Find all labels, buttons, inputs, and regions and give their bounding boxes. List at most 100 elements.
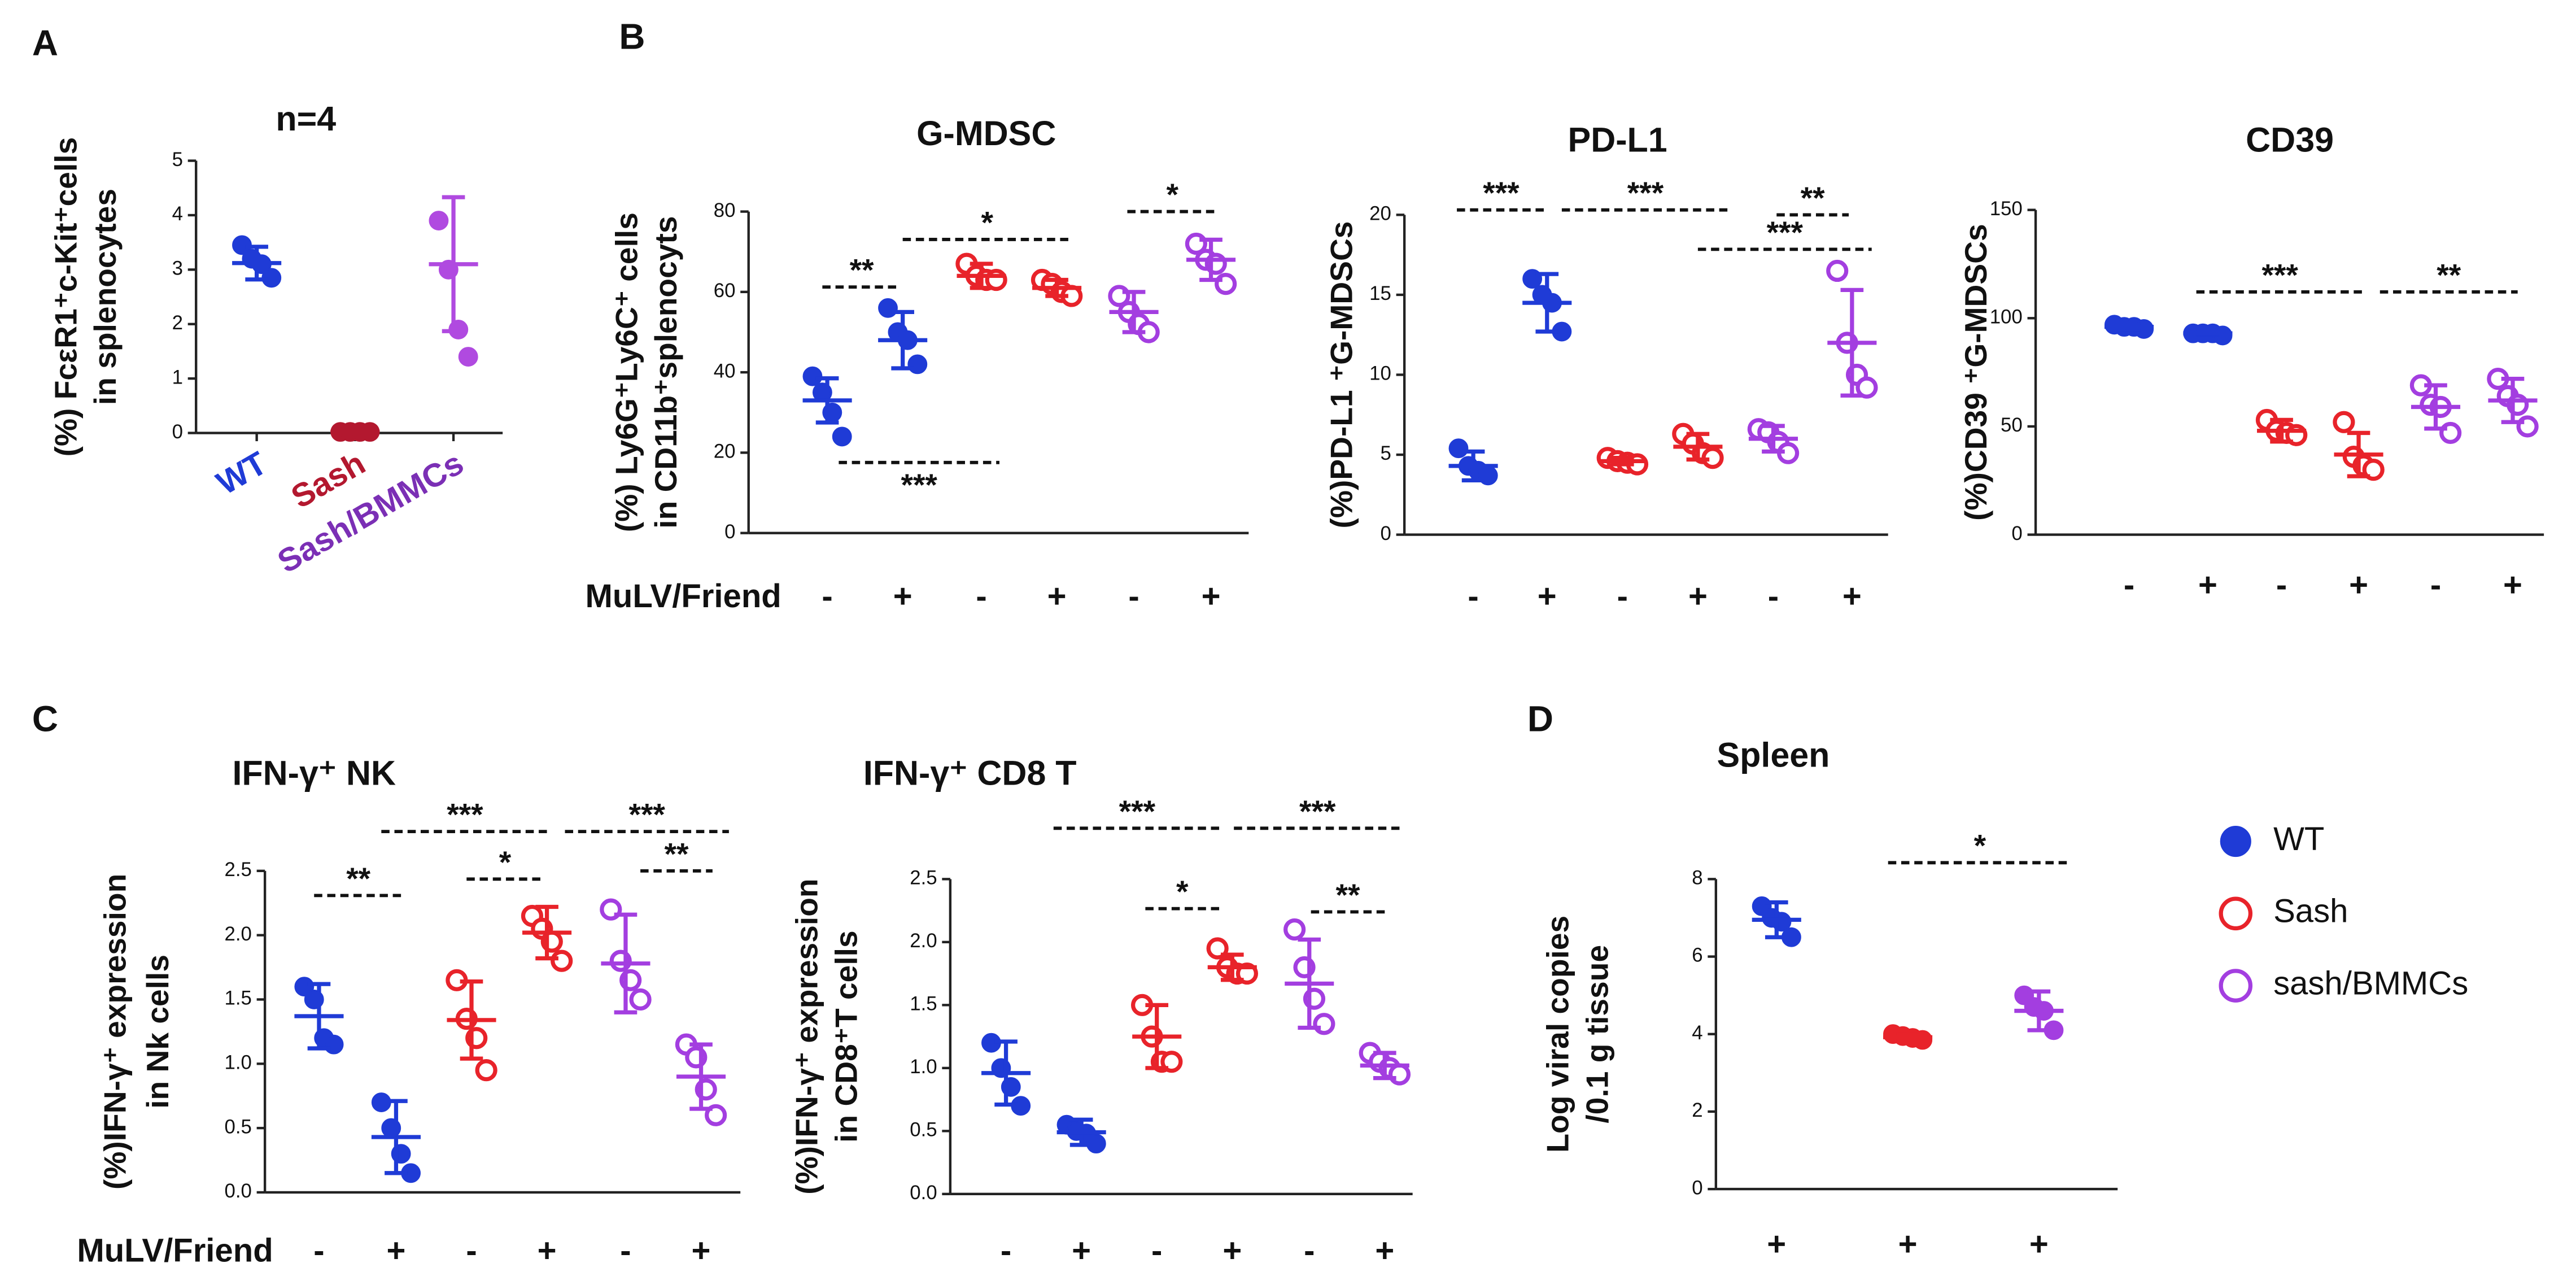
y-tick-label: 40 [714, 360, 736, 382]
significance-label: *** [2261, 257, 2298, 292]
significance-label: ** [850, 252, 874, 288]
legend-marker [2219, 969, 2253, 1003]
significance-label: ** [2437, 257, 2461, 292]
significance-label: ** [664, 836, 688, 871]
y-tick-label: 150 [1990, 198, 2023, 220]
x-category-label: + [2503, 567, 2522, 603]
x-category-label: + [1538, 578, 1557, 615]
data-point [878, 298, 898, 318]
x-category-label: - [313, 1233, 324, 1269]
significance-label: ** [1801, 180, 1825, 215]
legend-marker [2220, 825, 2251, 857]
x-category-label: + [1072, 1233, 1091, 1269]
y-tick-label: 2.5 [225, 859, 252, 881]
x-category-label: - [466, 1233, 477, 1269]
data-point [1448, 438, 1469, 459]
panel-letter: B [619, 16, 645, 57]
significance-label: ** [346, 861, 370, 896]
chart-title: G-MDSC [916, 114, 1056, 153]
y-axis-label: in splenocytes [88, 189, 123, 405]
y-axis-label: /0.1 g tissue [1579, 945, 1614, 1123]
x-category-label: + [2029, 1226, 2049, 1262]
x-category-label: - [1304, 1233, 1315, 1269]
x-category-label: - [976, 578, 986, 615]
x-category-label: - [1001, 1233, 1011, 1269]
data-point [1826, 259, 1849, 282]
y-tick-label: 5 [1381, 442, 1391, 464]
chart-title: IFN-γ⁺ NK [232, 754, 396, 792]
y-tick-label: 1 [172, 366, 183, 388]
data-point [429, 211, 449, 231]
significance-label: *** [1627, 175, 1664, 210]
legend-label: sash/BMMCs [2273, 965, 2468, 1001]
y-tick-label: 0 [724, 521, 735, 543]
x-category-label: + [692, 1233, 711, 1269]
significance-label: * [1176, 874, 1189, 909]
x-category-label: - [2276, 567, 2287, 603]
y-axis-label: Log viral copies [1540, 916, 1575, 1153]
y-axis-label: (%)CD39 ⁺G-MDSCs [1958, 224, 1993, 521]
significance-label: *** [1767, 215, 1804, 250]
data-point [458, 347, 478, 367]
legend-label: Sash [2273, 893, 2348, 930]
significance-label: *** [628, 797, 665, 832]
significance-label: *** [901, 467, 937, 502]
y-tick-label: 60 [714, 280, 736, 302]
data-point [1283, 918, 1306, 941]
y-axis-label: (%)IFN-γ⁺ expression [97, 874, 132, 1190]
x-category-label: - [2124, 567, 2134, 603]
data-point [1855, 376, 1878, 399]
data-point [1388, 1063, 1411, 1086]
data-point [324, 1034, 344, 1055]
y-tick-label: 0 [2011, 522, 2022, 545]
significance-label: *** [1483, 175, 1520, 210]
panel-letter: A [32, 23, 58, 63]
y-tick-label: 0 [172, 421, 183, 443]
panel-letter: D [1527, 698, 1553, 739]
x-category-label: + [2349, 567, 2368, 603]
y-axis-label: in Nk cells [140, 955, 175, 1109]
y-tick-label: 8 [1692, 867, 1702, 889]
significance-label: *** [1119, 794, 1156, 829]
x-category-label: - [1128, 578, 1139, 615]
data-point [907, 354, 928, 374]
y-axis-label: (%)PD-L1 ⁺G-MDSCs [1324, 221, 1359, 529]
x-category-label: + [2198, 567, 2217, 603]
significance-label: * [1974, 828, 1986, 863]
y-tick-label: 15 [1369, 282, 1391, 304]
y-tick-label: 1.5 [225, 987, 252, 1009]
significance-label: * [981, 204, 993, 239]
x-category-label: - [1617, 578, 1628, 615]
y-tick-label: 2 [172, 312, 183, 334]
y-axis-label: in CD11b⁺splenocyts [648, 216, 683, 528]
significance-label: *** [447, 797, 483, 832]
x-category-label: - [1768, 578, 1779, 615]
y-tick-label: 4 [1692, 1022, 1702, 1044]
y-axis-label: (%) FcεR1⁺c-Kit⁺cells [48, 137, 83, 457]
x-category-label: + [1688, 578, 1708, 615]
y-tick-label: 20 [1369, 203, 1391, 225]
data-point [1215, 273, 1237, 295]
x-category-label: + [1375, 1233, 1394, 1269]
x-category-label: + [1767, 1226, 1786, 1262]
y-tick-label: 0.0 [225, 1180, 252, 1202]
chart-title: n=4 [276, 99, 336, 138]
chart-title: Spleen [1717, 736, 1830, 774]
y-tick-label: 80 [714, 199, 736, 221]
y-axis-label: in CD8⁺T cells [828, 930, 863, 1142]
y-tick-label: 1.0 [225, 1051, 252, 1073]
x-axis-label: MuLV/Friend [77, 1233, 273, 1269]
chart-title: IFN-γ⁺ CD8 T [863, 754, 1077, 792]
significance-label: ** [1336, 877, 1360, 912]
y-tick-label: 2 [1692, 1099, 1702, 1121]
x-axis-label: MuLV/Friend [586, 578, 781, 615]
y-tick-label: 20 [714, 441, 736, 463]
x-category-label: + [1843, 578, 1862, 615]
x-category-label: + [538, 1233, 557, 1269]
y-tick-label: 10 [1369, 363, 1391, 385]
x-category-label: - [822, 578, 832, 615]
legend-marker [2219, 896, 2253, 931]
y-tick-label: 3 [172, 258, 183, 280]
